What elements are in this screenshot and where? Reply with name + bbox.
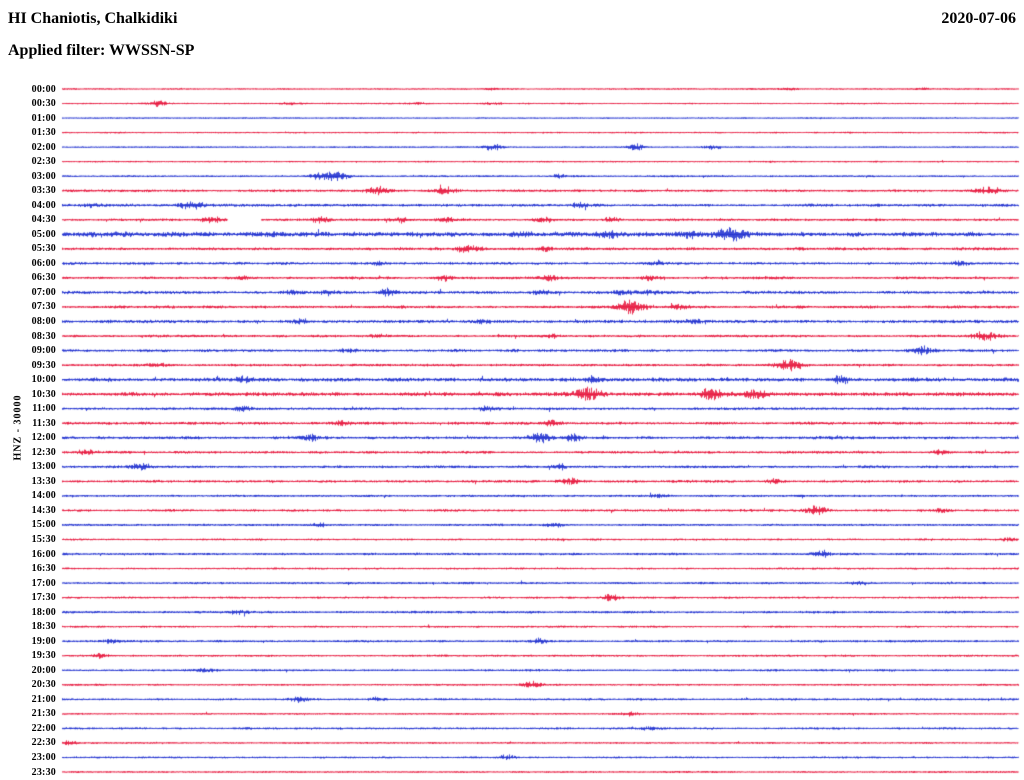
helicorder-page: HI Chaniotis, Chalkidiki 2020-07-06 Appl…	[0, 0, 1024, 780]
seismogram-traces-canvas	[0, 0, 1024, 780]
